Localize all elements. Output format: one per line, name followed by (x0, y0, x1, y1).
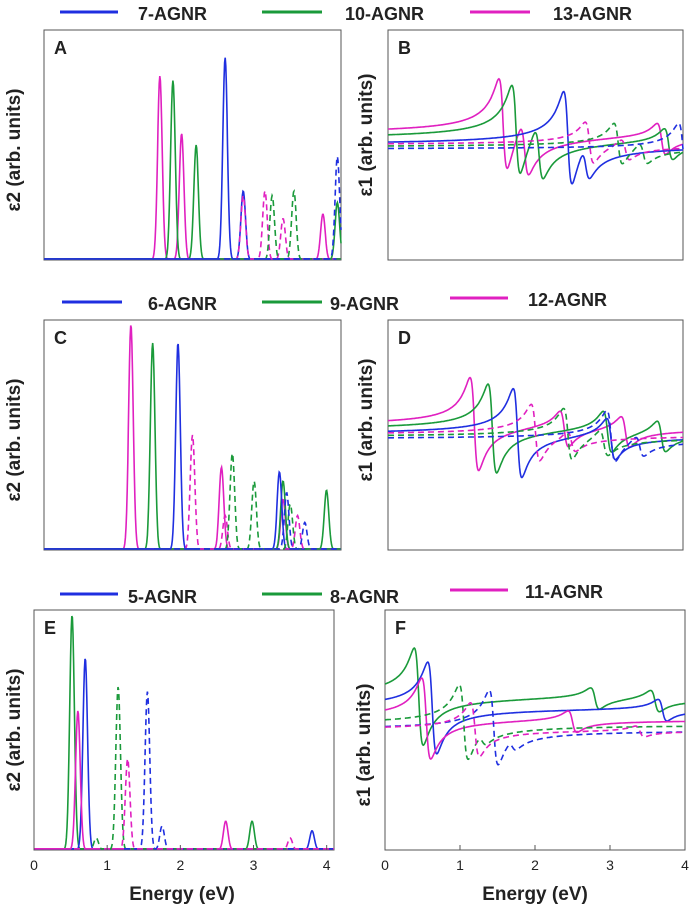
y-axis-label-b: ε1 (arb. units) (356, 73, 377, 196)
legend-label: 12-AGNR (528, 290, 607, 310)
plot-frame (43, 319, 342, 551)
panel-letter: C (54, 328, 67, 348)
x-tick-label: 1 (103, 857, 111, 873)
y-axis-label-c: ε2 (arb. units) (4, 378, 25, 501)
x-axis-title-e: Energy (eV) (129, 884, 235, 905)
series-line-13-agnr-solid (388, 77, 684, 176)
x-axis-title-f: Energy (eV) (482, 884, 588, 905)
series-line-6-agnr-dashed (44, 491, 341, 550)
series-line-8-agnr-dashed (34, 686, 334, 850)
legend-label: 7-AGNR (138, 4, 207, 24)
legend-label: 11-AGNR (525, 582, 603, 602)
y-axis-label-f: ε1 (arb. units) (354, 683, 375, 806)
series-line-10-agnr-solid (44, 80, 342, 260)
series-line-6-agnr-solid (388, 387, 683, 479)
x-tick-label: 0 (381, 857, 389, 873)
panel-e: E 0 1 2 3 4 (30, 609, 335, 873)
x-tick-label: 1 (456, 857, 464, 873)
legend-label: 13-AGNR (553, 4, 632, 24)
series-line-8-agnr-solid (384, 647, 686, 747)
legend-label: 6-AGNR (148, 294, 217, 314)
plot-frame (43, 29, 342, 261)
x-tick-label: 3 (606, 857, 614, 873)
panel-a: A (43, 29, 342, 261)
series-line-11-agnr-solid (384, 677, 685, 760)
panel-f: F 0 1 2 3 4 (381, 609, 689, 873)
series-line-8-agnr-dashed (385, 683, 685, 761)
x-tick-label: 4 (323, 857, 331, 873)
legend-label: 9-AGNR (330, 294, 399, 314)
x-tick-label: 2 (176, 857, 184, 873)
series-line-11-agnr-dashed (385, 701, 685, 758)
panel-letter: D (398, 328, 411, 348)
series-line-10-agnr-solid (388, 84, 684, 180)
panel-letter: E (44, 618, 56, 638)
series-line-11-agnr-dashed (34, 758, 334, 850)
series-line-6-agnr-solid (44, 343, 341, 550)
series-line-13-agnr-dashed (388, 121, 683, 164)
panel-c: C (43, 319, 342, 551)
series-line-13-agnr-dashed (44, 187, 341, 260)
series-line-12-agnr-dashed (44, 434, 341, 550)
series-line-10-agnr-dashed (388, 122, 684, 165)
plot-frame (33, 609, 335, 851)
panel-d: D (387, 319, 684, 551)
y-axis-label-d: ε1 (arb. units) (356, 358, 377, 481)
panel-letter: B (398, 38, 411, 58)
x-tick-label: 0 (30, 857, 38, 873)
panel-letter: A (54, 38, 67, 58)
series-line-9-agnr-solid (44, 342, 341, 550)
series-line-9-agnr-dashed (388, 407, 683, 461)
series-line-7-agnr-solid (388, 90, 684, 185)
series-line-5-agnr-solid (34, 658, 334, 850)
legend-label: 5-AGNR (128, 587, 197, 607)
legend-bottom: 5-AGNR 8-AGNR 11-AGNR (60, 582, 603, 607)
y-axis-label-e: ε2 (arb. units) (4, 668, 25, 791)
legend-top: 7-AGNR 10-AGNR 13-AGNR (60, 4, 632, 24)
panel-letter: F (395, 618, 406, 638)
x-tick-label: 2 (531, 857, 539, 873)
series-line-5-agnr-solid (384, 661, 686, 755)
x-tick-label: 3 (250, 857, 258, 873)
legend-label: 10-AGNR (345, 4, 424, 24)
series-line-9-agnr-solid (388, 383, 684, 474)
legend-middle: 6-AGNR 9-AGNR 12-AGNR (62, 290, 607, 314)
x-tick-label: 4 (681, 857, 689, 873)
series-line-9-agnr-dashed (44, 453, 341, 550)
legend-label: 8-AGNR (330, 587, 399, 607)
y-axis-label-a: ε2 (arb. units) (4, 88, 25, 211)
panel-b: B (387, 29, 684, 261)
series-line-11-agnr-solid (34, 710, 334, 850)
series-line-12-agnr-dashed (388, 403, 683, 462)
